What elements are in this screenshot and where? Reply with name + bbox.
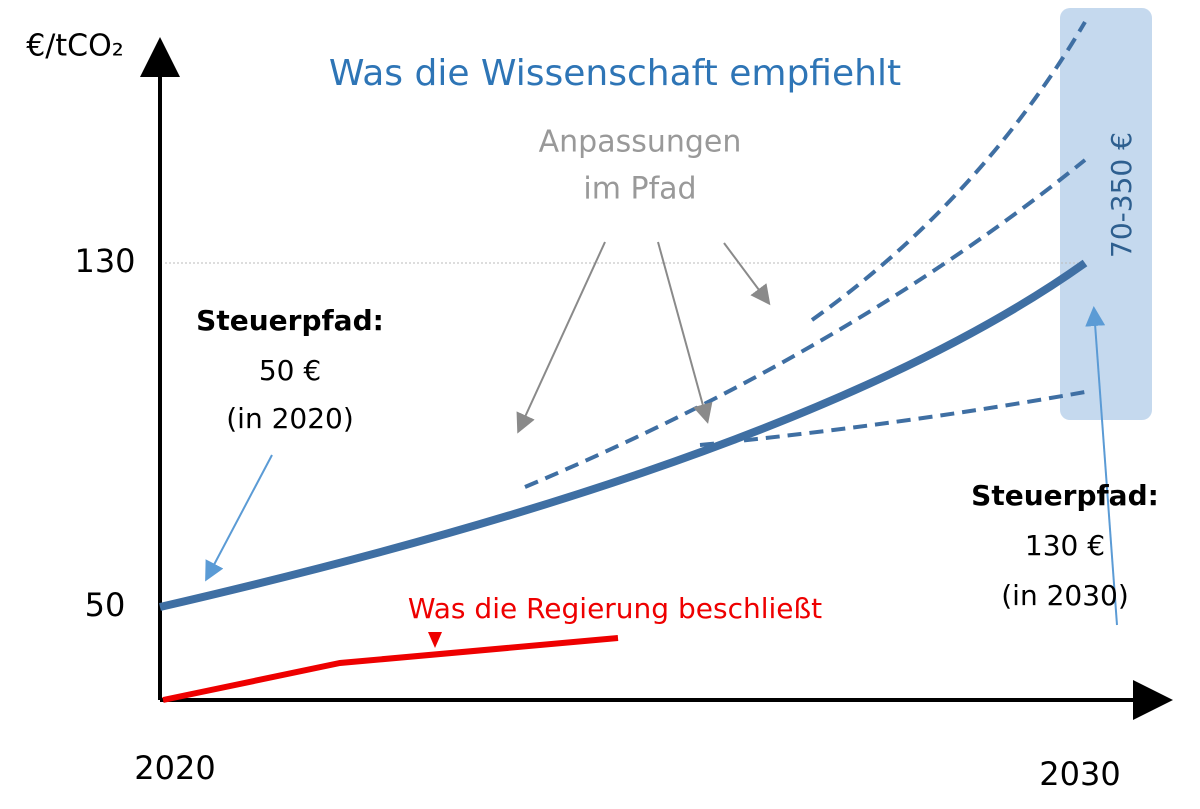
note: Steuerpfad: bbox=[971, 479, 1159, 512]
title: Was die Wissenschaft empfiehlt bbox=[329, 53, 901, 94]
government-path bbox=[162, 635, 619, 703]
x-label: 2020 bbox=[134, 749, 215, 787]
alt-path bbox=[524, 158, 1087, 489]
arrow bbox=[723, 242, 771, 306]
y-label: 50 bbox=[85, 586, 126, 624]
range-box bbox=[1060, 8, 1152, 420]
y-axis-label: €/tCO₂ bbox=[26, 29, 124, 64]
arrow bbox=[657, 241, 713, 424]
note: 50 € bbox=[259, 354, 321, 387]
annotation: im Pfad bbox=[583, 172, 696, 207]
note: (in 2030) bbox=[1001, 579, 1129, 612]
arrow bbox=[1085, 306, 1118, 626]
x-label: 2030 bbox=[1039, 755, 1120, 793]
government-label: Was die Regierung beschließt bbox=[408, 592, 822, 625]
y-label: 130 bbox=[74, 242, 135, 280]
arrow bbox=[205, 454, 273, 582]
alt-path bbox=[810, 20, 1087, 322]
main-path bbox=[159, 259, 1088, 611]
note: 130 € bbox=[1025, 529, 1105, 562]
note: (in 2020) bbox=[226, 402, 354, 435]
range-label: 70-350 € bbox=[1105, 132, 1138, 258]
alt-path bbox=[699, 390, 1086, 447]
red-marker bbox=[428, 632, 442, 648]
note: Steuerpfad: bbox=[196, 304, 384, 337]
arrow bbox=[516, 241, 606, 434]
annotation: Anpassungen bbox=[539, 125, 742, 160]
